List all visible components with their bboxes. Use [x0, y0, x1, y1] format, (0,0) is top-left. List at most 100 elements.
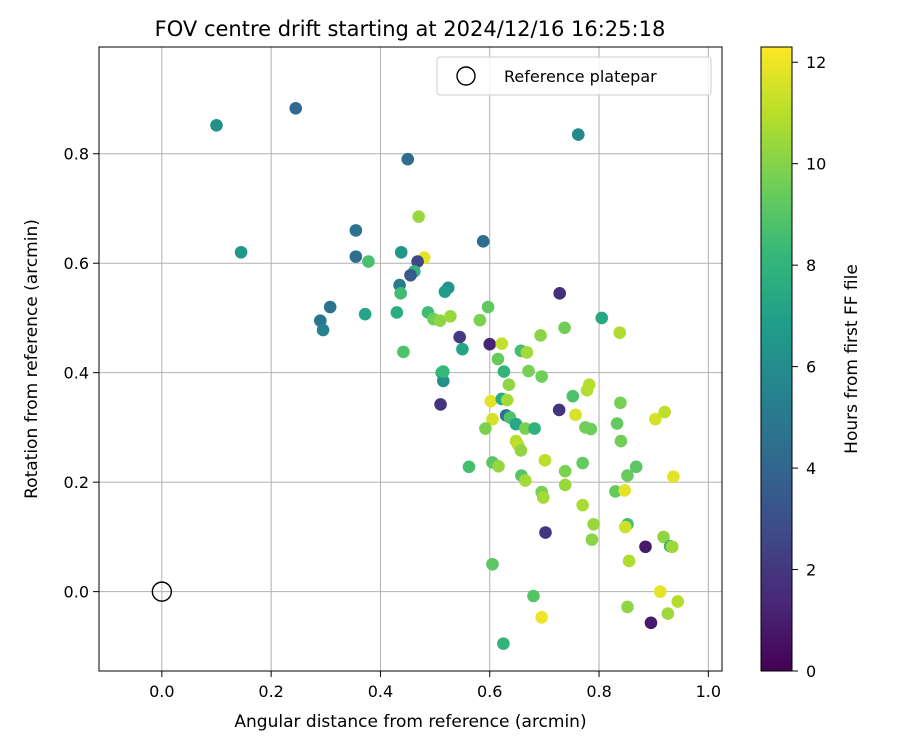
reference-marker: [151, 581, 173, 602]
data-point: [595, 311, 609, 325]
data-point: [552, 403, 566, 417]
data-point: [436, 374, 450, 388]
colorbar-tick-label: 12: [806, 53, 826, 72]
data-point: [569, 408, 582, 422]
data-point: [621, 469, 634, 482]
legend-box: [436, 56, 712, 96]
data-point: [644, 616, 658, 630]
y-tick-label: 0.4: [64, 364, 89, 383]
data-point: [289, 102, 303, 115]
data-point: [323, 300, 337, 314]
data-point: [316, 323, 330, 337]
colorbar-tick-label: 4: [806, 459, 816, 478]
data-point: [558, 464, 572, 478]
data-point: [558, 478, 572, 492]
legend-reference-marker: [456, 66, 476, 86]
data-point: [390, 306, 404, 319]
colorbar-axis: 0 2 4 6 8 10 12: [792, 53, 826, 681]
y-axis: 0.0 0.2 0.4 0.6 0.8: [64, 145, 99, 602]
data-point: [394, 245, 408, 259]
legend: Reference platepar: [436, 56, 712, 96]
x-axis-title: Angular distance from reference (arcmin): [234, 712, 586, 732]
data-point: [610, 417, 624, 430]
data-point: [582, 378, 596, 392]
data-point: [453, 330, 466, 344]
data-point: [484, 394, 498, 408]
data-point: [456, 342, 469, 356]
data-point: [394, 287, 407, 300]
colorbar-tick-label: 2: [806, 561, 816, 580]
reference-marker-group: [151, 581, 173, 602]
y-tick-label: 0.6: [64, 254, 89, 273]
data-point: [497, 365, 511, 378]
data-point: [492, 459, 505, 473]
data-point: [536, 491, 550, 504]
data-points: [210, 102, 685, 650]
data-point: [522, 364, 535, 378]
data-point: [234, 245, 248, 259]
data-point: [438, 285, 452, 298]
data-point: [433, 314, 447, 327]
colorbar-tick-label: 10: [806, 155, 826, 174]
data-point: [614, 396, 627, 410]
data-point: [584, 422, 598, 436]
data-point: [658, 405, 671, 419]
data-point: [518, 422, 532, 435]
data-point: [576, 498, 589, 512]
data-point: [587, 518, 600, 531]
data-point: [538, 453, 552, 467]
data-point: [667, 470, 680, 483]
data-point: [476, 235, 490, 248]
data-point: [349, 224, 363, 237]
y-tick-label: 0.2: [64, 473, 89, 492]
data-point: [491, 352, 505, 366]
legend-label: Reference platepar: [504, 67, 657, 86]
chart-title: FOV centre drift starting at 2024/12/16 …: [155, 17, 666, 41]
data-point: [653, 585, 667, 598]
data-point: [576, 456, 589, 470]
plot-frame: [98, 46, 723, 672]
data-point: [397, 345, 410, 359]
x-axis: 0.0 0.2 0.4 0.6 0.8 1.0: [149, 671, 721, 701]
data-point: [618, 520, 632, 534]
x-tick-label: 0.8: [586, 682, 611, 701]
y-tick-label: 0.8: [64, 145, 89, 164]
data-point: [613, 326, 627, 340]
data-point: [665, 540, 679, 554]
colorbar-tick-label: 6: [806, 358, 816, 377]
data-point: [566, 389, 580, 403]
data-point: [444, 310, 457, 323]
y-axis-title: Rotation from reference (arcmin): [22, 219, 42, 499]
x-tick-label: 1.0: [696, 682, 721, 701]
data-point: [436, 365, 450, 378]
data-point: [358, 307, 372, 321]
data-point: [479, 422, 492, 435]
data-point: [657, 530, 670, 544]
colorbar-tick-label: 0: [806, 662, 816, 681]
data-point: [514, 444, 528, 457]
data-point: [481, 300, 495, 314]
data-point: [661, 607, 675, 620]
data-point: [671, 595, 685, 608]
x-tick-label: 0.6: [477, 682, 502, 701]
data-point: [518, 474, 532, 487]
data-point: [411, 255, 424, 268]
x-tick-label: 0.2: [258, 682, 283, 701]
data-point: [412, 210, 425, 223]
data-point: [629, 460, 643, 474]
data-point: [434, 398, 447, 411]
data-point: [528, 422, 541, 435]
data-point: [639, 540, 652, 554]
data-point: [534, 329, 547, 342]
data-point: [649, 412, 662, 426]
data-point: [618, 484, 632, 497]
colorbar-title: Hours from first FF file: [842, 264, 862, 454]
data-point: [362, 255, 375, 268]
data-point: [539, 526, 552, 539]
colorbar: [760, 46, 793, 672]
data-point: [497, 637, 510, 650]
data-point: [495, 337, 509, 350]
colorbar-tick-label: 8: [806, 256, 816, 275]
data-point: [520, 346, 534, 359]
